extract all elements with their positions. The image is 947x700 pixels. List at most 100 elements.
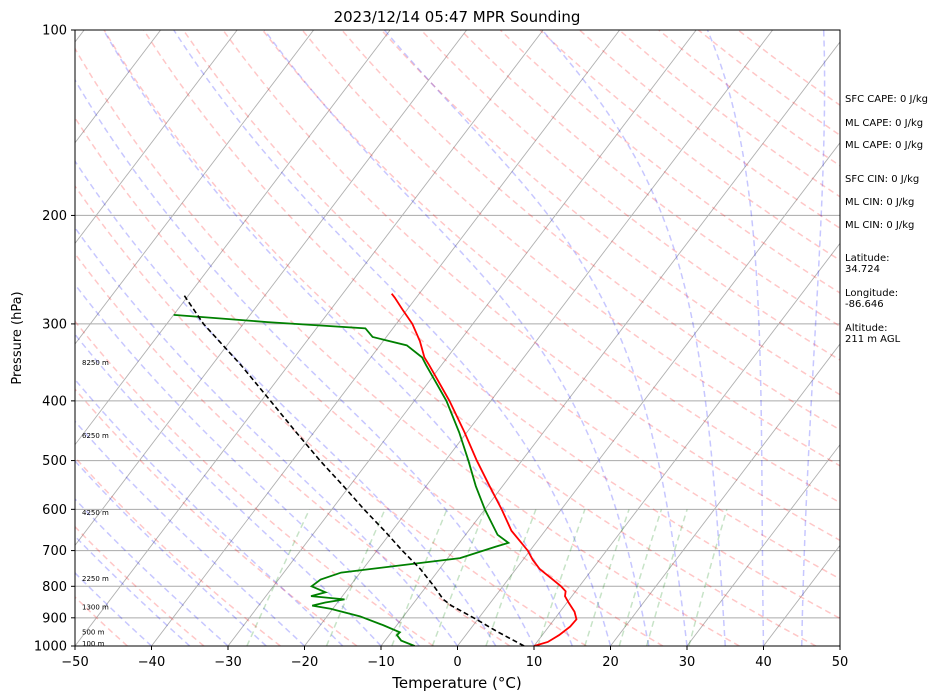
dewpoint-profile [173, 313, 511, 646]
dry-adiabat [75, 596, 128, 646]
dry-adiabat [301, 30, 840, 467]
dry-adiabat [499, 30, 840, 294]
x-tick-label: −30 [214, 655, 241, 670]
x-tick-label: 10 [526, 655, 543, 670]
side-info-label: SFC CIN: 0 J/kg [845, 174, 919, 185]
altitude-label: 8250 m [82, 359, 109, 367]
isotherm [75, 30, 315, 345]
moist-adiabat [102, 30, 573, 646]
x-tick-label: 50 [832, 655, 849, 670]
x-tick-label: −40 [138, 655, 165, 670]
dry-adiabat [75, 456, 281, 646]
side-info-label: Latitude: 34.724 [845, 253, 890, 275]
isotherm [75, 30, 391, 446]
side-info-line: ML CAPE: 0 J/kg [845, 140, 923, 151]
side-info-line: SFC CIN: 0 J/kg [845, 174, 919, 185]
mixing-ratio-line [485, 509, 537, 646]
moist-adiabat [75, 226, 459, 646]
isotherm [227, 30, 697, 646]
moist-adiabat [383, 30, 688, 646]
sounding-profiles [173, 293, 578, 646]
isotherm [686, 443, 840, 646]
altitude-label: 1300 m [82, 604, 109, 612]
isotherm [610, 343, 840, 646]
isotherm [533, 242, 840, 646]
y-axis-label: Pressure (hPa) [10, 291, 25, 384]
mixing-ratio-line [645, 509, 688, 646]
y-tick-label: 800 [42, 580, 67, 595]
mixing-ratio-line [391, 509, 448, 646]
side-info-line: ML CIN: 0 J/kg [845, 197, 914, 208]
isotherm [75, 30, 238, 245]
dry-adiabat [460, 30, 840, 328]
side-info-line: Latitude: [845, 253, 890, 264]
isotherm [380, 41, 840, 646]
moist-adiabat [75, 535, 191, 646]
parcel-profile [183, 295, 525, 646]
mixing-ratio-line [431, 509, 486, 646]
moist-adiabat [75, 571, 153, 646]
mixing-ratio-line [325, 509, 386, 646]
dry-adiabat [420, 30, 840, 361]
dry-adiabat [143, 30, 840, 620]
altitude-label: 6250 m [82, 432, 109, 440]
moist-adiabat [75, 78, 535, 646]
x-axis-label: Temperature (°C) [391, 674, 521, 692]
x-tick-label: 20 [602, 655, 619, 670]
dry-adiabat [75, 388, 358, 646]
side-info-line: Longitude: [845, 288, 898, 299]
x-tick-label: 40 [755, 655, 772, 670]
moist-adiabat [541, 30, 726, 646]
mixing-ratio-line [246, 509, 311, 646]
isotherm [75, 30, 162, 144]
moist-adiabat [75, 159, 497, 646]
y-tick-label: 700 [42, 544, 67, 559]
chart-title: 2023/12/14 05:47 MPR Sounding [334, 8, 581, 26]
background-lines [0, 30, 840, 646]
side-info-line: SFC CAPE: 0 J/kg [845, 94, 928, 105]
side-info-label: SFC CAPE: 0 J/kg [845, 94, 928, 105]
altitude-label: 2250 m [82, 575, 109, 583]
dry-adiabat [75, 252, 511, 646]
side-info-line: -86.646 [845, 299, 884, 310]
x-tick-label: −10 [367, 655, 394, 670]
moist-adiabat [75, 459, 267, 646]
moist-adiabat [801, 30, 826, 646]
x-tick-label: −20 [291, 655, 318, 670]
dry-adiabat [75, 184, 587, 646]
side-info-label: ML CAPE: 0 J/kg [845, 118, 923, 129]
y-tick-label: 300 [42, 317, 67, 332]
y-tick-label: 200 [42, 209, 67, 224]
mixing-ratio-line [584, 509, 630, 646]
dry-adiabat [222, 30, 840, 542]
isotherm [304, 30, 774, 646]
moist-adiabat [75, 333, 382, 646]
y-tick-label: 1000 [34, 640, 67, 655]
mixing-ratio-line [537, 509, 586, 646]
altitude-label: 500 m [82, 628, 105, 636]
y-tick-label: 100 [42, 24, 67, 39]
y-tick-label: 500 [42, 454, 67, 469]
plot-background [75, 30, 840, 646]
moist-adiabat [173, 30, 612, 646]
side-info-line: ML CIN: 0 J/kg [845, 220, 914, 231]
temperature-profile [390, 293, 578, 646]
moist-adiabat [263, 30, 650, 646]
side-info-label: ML CIN: 0 J/kg [845, 220, 914, 231]
isotherm [75, 30, 468, 547]
x-tick-label: 30 [679, 655, 696, 670]
dry-adiabat [75, 116, 664, 646]
annotations: 100 m 500 m 1300 m 2250 m 4250 m 6250 m 8250 m… [82, 94, 928, 648]
dry-adiabat [75, 320, 434, 646]
side-info-line: ML CAPE: 0 J/kg [845, 118, 923, 129]
moist-adiabat [75, 378, 344, 646]
side-info-line: Altitude: [845, 323, 887, 334]
altitude-label: 100 m [82, 640, 105, 648]
moist-adiabat [706, 30, 765, 646]
mixing-ratio-line [688, 509, 728, 646]
isotherm [0, 30, 8, 646]
moist-adiabat [75, 283, 420, 646]
side-info-label: Longitude: -86.646 [845, 288, 898, 310]
isotherm [151, 30, 621, 646]
